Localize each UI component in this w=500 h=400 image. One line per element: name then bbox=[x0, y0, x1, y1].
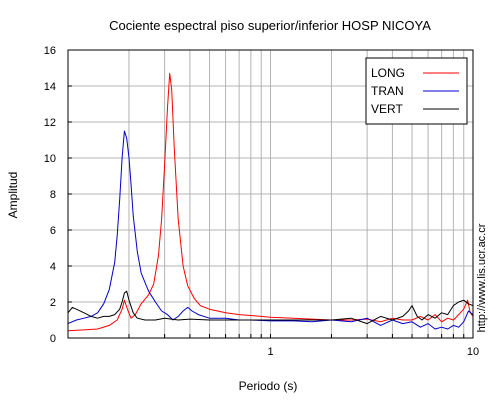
lis-website-watermark: http://www.lis.ucr.ac.cr bbox=[476, 223, 488, 332]
chart-title: Cociente espectral piso superior/inferio… bbox=[109, 18, 431, 33]
y-tick-label: 14 bbox=[44, 81, 56, 93]
legend-label-vert: VERT bbox=[371, 102, 403, 116]
axes: 0 2 4 6 8 10 12 14 16 1 10 bbox=[44, 45, 479, 358]
y-axis-label: Amplitud bbox=[6, 172, 20, 219]
y-tick-label: 6 bbox=[50, 225, 56, 237]
y-tick-label: 8 bbox=[50, 189, 56, 201]
x-tick-label: 10 bbox=[467, 346, 479, 358]
x-axis-label: Periodo (s) bbox=[239, 379, 298, 393]
series-line-vert bbox=[67, 290, 474, 325]
y-tick-label: 4 bbox=[50, 261, 56, 273]
x-tick-label: 1 bbox=[267, 346, 273, 358]
series-layer bbox=[67, 72, 474, 332]
series-line-long bbox=[67, 72, 474, 332]
legend-label-tran: TRAN bbox=[371, 84, 404, 98]
y-tick-label: 12 bbox=[44, 117, 56, 129]
y-tick-label: 16 bbox=[44, 45, 56, 57]
legend: LONG TRAN VERT bbox=[365, 57, 468, 125]
y-tick-label: 0 bbox=[50, 333, 56, 345]
legend-label-long: LONG bbox=[371, 66, 405, 80]
y-tick-label: 2 bbox=[50, 297, 56, 309]
series-line-tran bbox=[67, 130, 474, 330]
y-tick-label: 10 bbox=[44, 153, 56, 165]
